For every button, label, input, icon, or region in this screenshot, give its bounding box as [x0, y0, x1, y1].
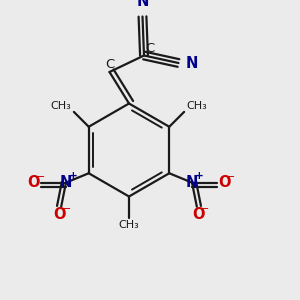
- Text: N: N: [60, 175, 72, 190]
- Text: C: C: [145, 42, 154, 55]
- Text: +: +: [69, 171, 78, 181]
- Text: C: C: [105, 58, 114, 71]
- Text: CH₃: CH₃: [187, 101, 207, 111]
- Text: O: O: [218, 175, 230, 190]
- Text: −: −: [226, 172, 236, 182]
- Text: O: O: [192, 207, 205, 222]
- Text: −: −: [200, 204, 210, 214]
- Text: O: O: [53, 207, 66, 222]
- Text: −: −: [36, 172, 45, 182]
- Text: N: N: [186, 56, 198, 70]
- Text: CH₃: CH₃: [118, 220, 140, 230]
- Text: N: N: [136, 0, 149, 9]
- Text: −: −: [61, 204, 71, 214]
- Text: N: N: [186, 175, 198, 190]
- Text: CH₃: CH₃: [51, 101, 71, 111]
- Text: O: O: [28, 175, 40, 190]
- Text: +: +: [195, 171, 204, 181]
